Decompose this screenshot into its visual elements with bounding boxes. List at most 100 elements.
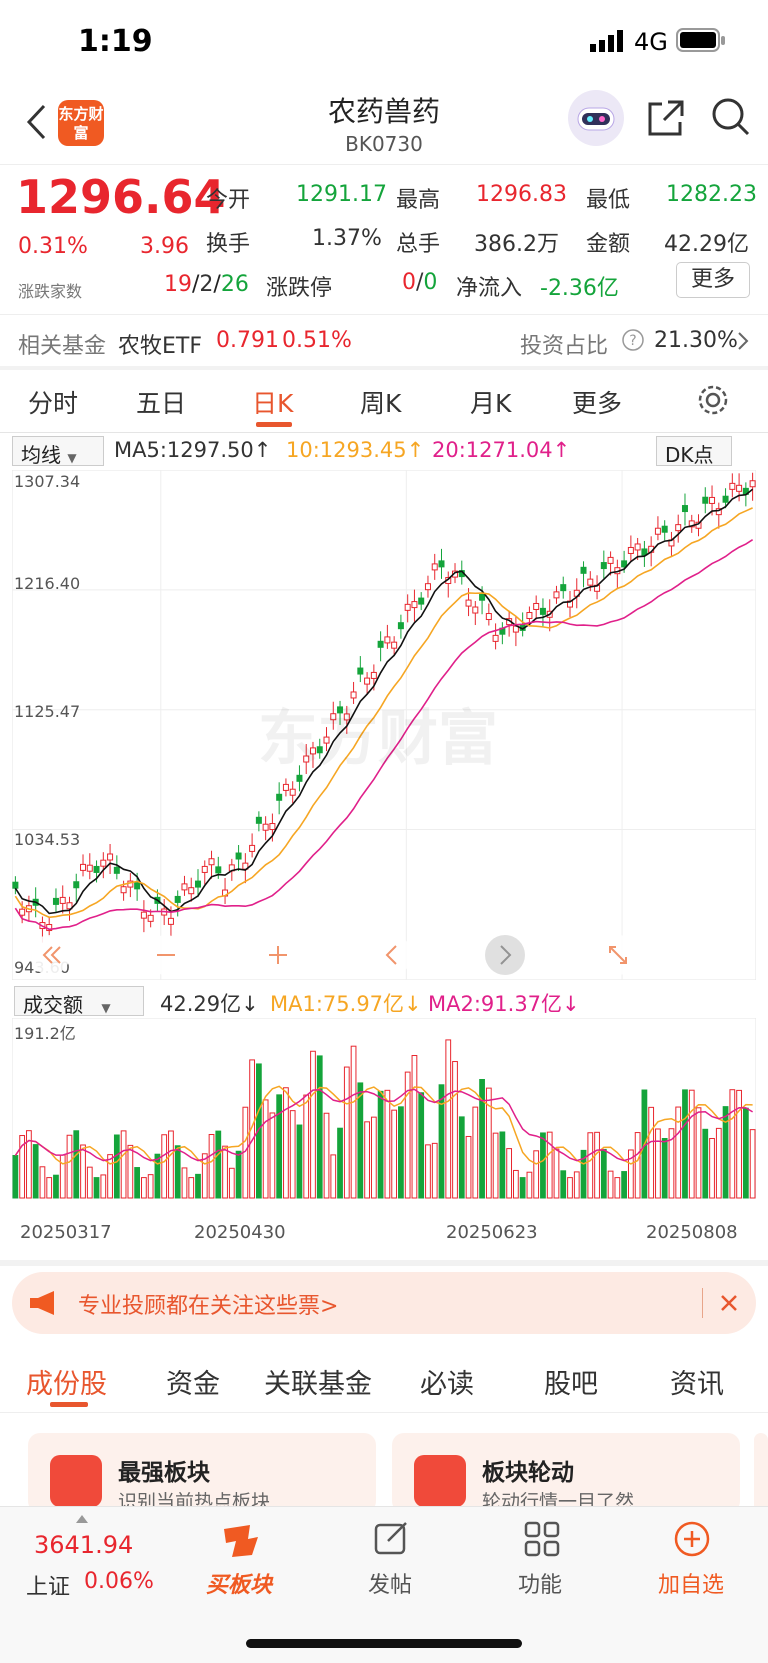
tab-more[interactable]: 更多: [572, 389, 623, 418]
candlestick-chart[interactable]: [12, 470, 756, 980]
volume-bar: [695, 1107, 702, 1199]
volume-bar: [614, 1177, 621, 1199]
volume-indicator-select[interactable]: 成交额 ▼: [14, 986, 144, 1017]
zoom-in-button[interactable]: [258, 935, 298, 975]
volume-bar: [519, 1177, 526, 1199]
up-down-count: 19/2/26: [164, 272, 249, 297]
status-time: 1:19: [78, 24, 153, 59]
tab-must-read[interactable]: 必读: [420, 1369, 474, 1400]
candle-body: [73, 881, 80, 889]
candle-body: [19, 908, 26, 916]
close-icon[interactable]: [718, 1292, 740, 1314]
tab-related-funds[interactable]: 关联基金: [264, 1369, 372, 1400]
help-icon[interactable]: ?: [622, 329, 644, 351]
candle-body: [337, 706, 344, 714]
tab-daily-k[interactable]: 日K: [252, 389, 294, 418]
volume-bar: [492, 1132, 499, 1199]
scroll-right-button[interactable]: [485, 935, 525, 975]
volume-bar: [296, 1124, 303, 1199]
y-tick-label: 1034.53: [14, 830, 81, 849]
change-pct: 0.31%: [18, 234, 88, 259]
volume-bar: [452, 1061, 458, 1199]
tab-intraday[interactable]: 分时: [28, 389, 79, 418]
svg-text:?: ?: [629, 333, 636, 349]
banner-text: 专业投顾都在关注这些票>: [78, 1294, 339, 1319]
tab-weekly-k[interactable]: 周K: [360, 389, 402, 418]
y-tick-label: 1125.47: [14, 702, 81, 721]
low-label: 最低: [586, 188, 631, 213]
tab-monthly-k[interactable]: 月K: [470, 389, 512, 418]
fund-name[interactable]: 农牧ETF: [118, 334, 202, 359]
fund-price: 0.791: [216, 328, 279, 353]
volume-bar: [262, 1099, 269, 1199]
ma-select[interactable]: 均线 ▼: [12, 436, 104, 467]
fullscreen-button[interactable]: [598, 935, 638, 975]
tab-constituents[interactable]: 成份股: [26, 1369, 107, 1400]
open-value: 1291.17: [296, 182, 387, 207]
volume-chart[interactable]: [12, 1018, 756, 1214]
index-name[interactable]: 上证: [26, 1575, 71, 1600]
scroll-start-button[interactable]: [30, 935, 70, 975]
candle-body: [100, 859, 107, 867]
candle-body: [282, 783, 289, 791]
volume-bar: [364, 1121, 370, 1199]
home-indicator: [246, 1639, 522, 1648]
tab-capital[interactable]: 资金: [166, 1369, 220, 1400]
amount-value: 42.29亿: [664, 232, 749, 257]
gear-icon[interactable]: [696, 383, 730, 417]
volume-bar: [32, 1144, 39, 1199]
fund-pct: 0.51%: [282, 328, 352, 353]
scroll-left-button[interactable]: [372, 935, 412, 975]
buy-sector-icon[interactable]: [218, 1519, 262, 1559]
tab-news[interactable]: 资讯: [670, 1369, 724, 1400]
volume-bar: [485, 1087, 492, 1199]
volume-bar: [73, 1130, 80, 1199]
buy-sector-label[interactable]: 买板块: [206, 1573, 273, 1598]
back-icon[interactable]: [24, 102, 48, 142]
add-circle-icon[interactable]: [672, 1519, 712, 1559]
search-icon[interactable]: [710, 96, 752, 138]
candle-body: [553, 591, 560, 599]
more-button[interactable]: 更多: [676, 262, 750, 298]
volume-bar: [201, 1153, 208, 1199]
advisor-banner[interactable]: 专业投顾都在关注这些票>: [12, 1272, 756, 1334]
tab-five-day[interactable]: 五日: [136, 389, 187, 418]
compose-icon[interactable]: [372, 1519, 412, 1559]
strongest-sector-card[interactable]: 最强板块 识别当前热点板块: [28, 1433, 376, 1513]
candle-body: [269, 823, 276, 831]
volume-bar: [66, 1134, 73, 1199]
volume-bar: [391, 1109, 398, 1199]
volume-bar: [100, 1174, 107, 1199]
candle-body: [262, 823, 269, 831]
volume-bar: [682, 1089, 688, 1199]
volume-bar: [560, 1170, 567, 1199]
add-watchlist-label[interactable]: 加自选: [658, 1573, 725, 1598]
candle-body: [580, 566, 587, 574]
candle-body: [107, 853, 114, 861]
volume-bar: [222, 1145, 228, 1199]
sector-rotation-card[interactable]: 板块轮动 轮动行情一目了然: [392, 1433, 740, 1513]
volume-bar: [269, 1112, 276, 1199]
watermark: 东方财富: [258, 704, 498, 774]
volume-bar: [134, 1167, 141, 1199]
last-price: 1296.64: [16, 170, 226, 224]
candle-body: [539, 607, 546, 615]
robot-assistant-icon[interactable]: [568, 90, 624, 146]
post-label[interactable]: 发帖: [368, 1573, 413, 1598]
volume-bar: [580, 1149, 587, 1199]
share-icon[interactable]: [646, 98, 686, 138]
candle-body: [641, 548, 648, 556]
grid-icon[interactable]: [522, 1519, 562, 1559]
volume-bar: [675, 1106, 682, 1199]
dk-point-toggle[interactable]: DK点: [656, 436, 732, 467]
zoom-out-button[interactable]: [146, 935, 186, 975]
tab-forum[interactable]: 股吧: [544, 1369, 598, 1400]
function-label[interactable]: 功能: [518, 1573, 563, 1598]
index-value[interactable]: 3641.94: [34, 1531, 134, 1559]
card-title: 最强板块: [118, 1460, 210, 1486]
chevron-right-icon[interactable]: [736, 330, 750, 352]
index-pct[interactable]: 0.06%: [84, 1569, 154, 1594]
candle-body: [702, 496, 709, 504]
volume-bar: [540, 1132, 546, 1199]
volume-bar: [627, 1149, 634, 1199]
